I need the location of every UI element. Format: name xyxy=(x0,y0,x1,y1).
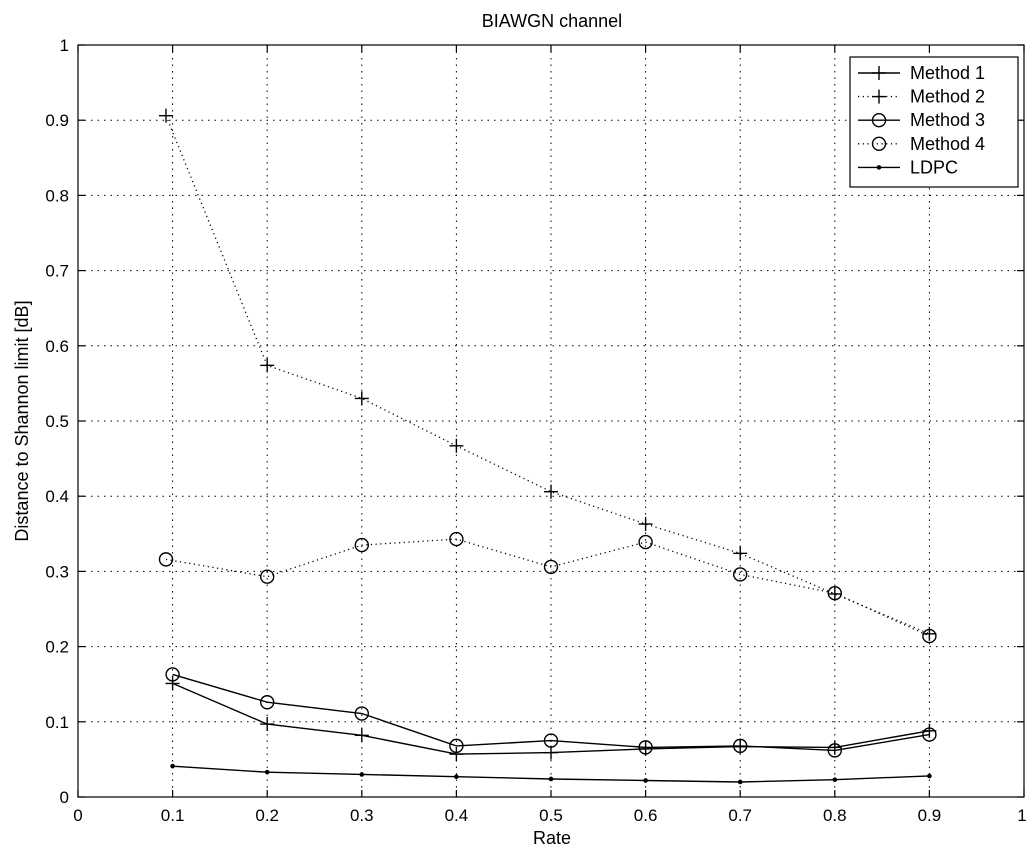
series-layer xyxy=(158,108,937,785)
dot-marker xyxy=(359,772,365,777)
x-tick-label: 0.4 xyxy=(445,806,469,825)
y-axis-label: Distance to Shannon limit [dB] xyxy=(12,300,32,541)
circle-marker xyxy=(354,706,369,721)
y-tick-label: 0.2 xyxy=(45,638,69,657)
legend-item: LDPC xyxy=(858,157,958,177)
x-tick-label: 0.9 xyxy=(918,806,942,825)
circle-marker xyxy=(543,733,559,748)
legend-item: Method 4 xyxy=(858,134,985,154)
dot-marker xyxy=(832,777,838,783)
plus-marker xyxy=(165,676,180,691)
legend-label: Method 3 xyxy=(910,110,985,130)
x-axis-label: Rate xyxy=(533,828,571,848)
y-tick-label: 0.8 xyxy=(45,186,69,205)
circle-marker xyxy=(260,569,275,584)
y-tick-label: 0.3 xyxy=(45,562,69,581)
legend-label: LDPC xyxy=(910,157,958,177)
dot-marker xyxy=(927,773,932,779)
legend-label: Method 2 xyxy=(910,87,985,107)
circle-marker xyxy=(543,559,559,575)
chart-title: BIAWGN channel xyxy=(482,11,622,31)
circle-marker xyxy=(158,552,174,567)
plus-marker xyxy=(260,717,275,732)
circle-marker xyxy=(827,743,842,758)
circle-marker xyxy=(638,740,653,755)
series-ldpc xyxy=(170,763,932,785)
x-tick-label: 0.2 xyxy=(255,806,279,825)
plus-marker xyxy=(872,66,886,80)
plus-marker xyxy=(638,517,653,532)
plus-marker xyxy=(260,358,275,373)
plus-marker xyxy=(544,484,558,499)
legend-label: Method 4 xyxy=(910,134,985,154)
y-tick-label: 0.9 xyxy=(45,111,69,130)
plus-marker xyxy=(544,745,558,760)
series-method-1 xyxy=(165,676,937,762)
plus-marker xyxy=(827,586,842,601)
x-tick-label: 1 xyxy=(1017,806,1026,825)
circle-marker xyxy=(354,537,369,553)
legend-label: Method 1 xyxy=(910,63,985,83)
dot-marker xyxy=(876,165,882,170)
dot-marker xyxy=(454,774,459,779)
x-tick-label: 0.6 xyxy=(634,806,658,825)
y-tick-label: 0.7 xyxy=(45,262,69,281)
plus-marker xyxy=(449,438,464,453)
series-line xyxy=(172,682,930,755)
plus-marker xyxy=(872,89,886,104)
circle-marker xyxy=(827,586,842,601)
series-line xyxy=(165,115,930,635)
legend-item: Method 3 xyxy=(858,110,985,130)
series-line xyxy=(172,673,930,752)
plus-marker xyxy=(158,108,173,123)
dot-marker xyxy=(548,776,554,782)
plus-marker xyxy=(354,391,369,406)
y-tick-label: 0.1 xyxy=(45,713,69,732)
y-tick-label: 1 xyxy=(60,36,69,55)
circle-marker xyxy=(922,727,937,742)
series-method-4 xyxy=(158,531,937,644)
y-tick-label: 0 xyxy=(60,788,69,807)
series-method-2 xyxy=(158,108,937,641)
circle-marker xyxy=(922,628,937,644)
series-method-3 xyxy=(165,667,937,758)
circle-marker xyxy=(260,695,275,710)
dot-marker xyxy=(643,778,648,783)
x-tick-label: 0.7 xyxy=(728,806,752,825)
circle-marker xyxy=(449,738,464,754)
dot-marker xyxy=(170,763,175,769)
x-tick-label: 0.5 xyxy=(539,806,563,825)
series-line xyxy=(165,538,930,637)
plus-marker xyxy=(354,728,369,743)
dot-marker xyxy=(737,779,743,785)
plus-marker xyxy=(827,740,842,755)
legend-item: Method 2 xyxy=(858,87,985,107)
x-tick-label: 0.1 xyxy=(161,806,185,825)
x-tick-label: 0 xyxy=(73,806,82,825)
circle-marker xyxy=(449,531,464,547)
plus-marker xyxy=(733,546,748,561)
x-tick-label: 0.3 xyxy=(350,806,374,825)
y-tick-label: 0.4 xyxy=(45,487,69,506)
y-tick-label: 0.6 xyxy=(45,337,69,356)
circle-marker xyxy=(871,136,887,152)
circle-marker xyxy=(165,667,180,682)
circle-marker xyxy=(733,567,748,582)
circle-marker xyxy=(733,738,748,754)
axis-ticks: 0 0.1 0.2 0.3 0.4 0.5 0.6 0.7 0.8 0.9 1 0 0.1 0.2 0.3 0… xyxy=(45,36,1026,825)
legend: Method 1 Method 2 Method 3 Method 4 LDPC xyxy=(849,56,1019,188)
dot-marker xyxy=(264,769,270,775)
x-tick-label: 0.8 xyxy=(823,806,847,825)
y-tick-label: 0.5 xyxy=(45,412,69,431)
circle-marker xyxy=(638,534,653,550)
legend-item: Method 1 xyxy=(858,63,985,83)
circle-marker xyxy=(871,112,887,128)
plus-marker xyxy=(449,747,464,762)
